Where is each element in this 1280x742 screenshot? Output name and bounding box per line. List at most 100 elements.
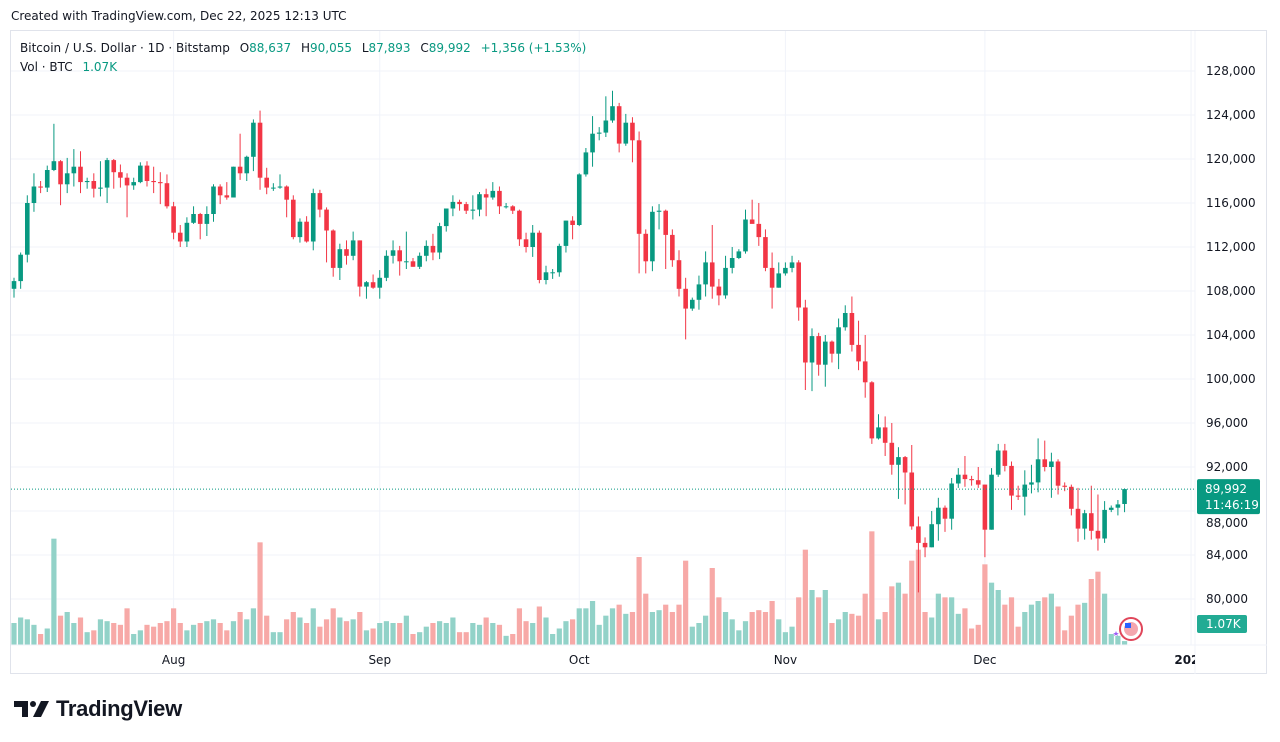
candle-body <box>171 206 176 233</box>
candle-body <box>796 262 801 308</box>
price-tick-label: 128,000 <box>1206 64 1256 78</box>
us-flag-event-icon[interactable] <box>1113 617 1143 641</box>
candle-body <box>397 250 402 262</box>
volume-bar <box>895 582 902 645</box>
volume-bar <box>104 621 110 645</box>
candle-body <box>656 210 662 212</box>
candle-body <box>909 472 915 527</box>
candle-down <box>769 252 775 309</box>
volume-bar <box>1055 606 1061 645</box>
candle-body <box>38 186 43 188</box>
volume-bar <box>337 617 343 645</box>
candle-body <box>537 232 542 280</box>
candle-up <box>64 157 70 194</box>
candle-down <box>796 260 801 321</box>
candle-down <box>410 258 416 267</box>
volume-bar <box>802 549 808 645</box>
candle-body <box>743 219 748 252</box>
candle-body <box>1015 495 1021 497</box>
candle-up <box>18 252 23 289</box>
candle-body <box>71 166 77 174</box>
volume-bar <box>450 617 456 645</box>
volume-bar <box>1002 604 1008 645</box>
candle-up <box>51 123 57 172</box>
candle-body <box>663 210 668 235</box>
candle-body <box>310 193 316 242</box>
candle-body <box>623 122 629 144</box>
candle-up <box>490 182 496 200</box>
candle-body <box>1122 489 1127 504</box>
candle-down <box>856 320 861 371</box>
candle-body <box>1049 461 1054 467</box>
candle-body <box>503 206 509 208</box>
candle-body <box>463 204 469 211</box>
volume-label[interactable]: Vol · BTC <box>20 60 73 74</box>
candle-up <box>417 252 422 269</box>
candle-down <box>370 274 376 289</box>
volume-tag: 1.07K <box>1197 615 1247 633</box>
volume-bar <box>410 634 416 645</box>
candle-body <box>330 230 336 268</box>
price-axis[interactable]: 128,000 124,000 120,000 116,000 112,000 108,0… <box>1206 64 1256 606</box>
volume-bar <box>330 608 336 645</box>
volume-bar <box>796 597 802 645</box>
candle-up <box>204 206 210 236</box>
volume-bar <box>563 621 569 645</box>
time-tick-label: Dec <box>973 653 996 667</box>
candle-body <box>716 286 722 296</box>
price-tick-label: 120,000 <box>1206 152 1256 166</box>
candle-body <box>583 152 589 175</box>
volume-bar <box>84 632 90 645</box>
candle-body <box>111 160 117 173</box>
candle-down <box>523 232 529 253</box>
volume-bar <box>729 619 735 645</box>
candle-up <box>723 255 728 299</box>
candle-up <box>603 96 609 137</box>
volume-bar <box>290 612 296 645</box>
price-tick-label: 112,000 <box>1206 240 1256 254</box>
volume-bar <box>430 623 436 645</box>
candle-body <box>989 474 994 530</box>
volume-bar <box>849 613 855 645</box>
candle-down <box>1062 482 1067 492</box>
candle-up <box>437 222 442 260</box>
candle-body <box>344 249 349 256</box>
candle-body <box>1082 513 1087 529</box>
candle-body <box>557 245 562 273</box>
candle-body <box>1102 509 1107 539</box>
volume-bar <box>417 632 423 645</box>
candle-body <box>517 210 522 240</box>
volume-bar <box>882 612 888 645</box>
legend-symbol-row: Bitcoin / U.S. Dollar · 1D · Bitstamp O8… <box>20 39 586 58</box>
candle-body <box>610 106 615 121</box>
price-tick-label: 96,000 <box>1206 416 1248 430</box>
symbol-title[interactable]: Bitcoin / U.S. Dollar · 1D · Bitstamp <box>20 41 230 55</box>
candle-body <box>849 313 855 345</box>
chart-legend: Bitcoin / U.S. Dollar · 1D · Bitstamp O8… <box>20 39 586 77</box>
candle-body <box>450 201 456 209</box>
volume-bar <box>77 617 84 645</box>
candle-body <box>457 201 462 205</box>
candle-body <box>949 483 954 519</box>
candle-body <box>783 267 788 274</box>
candle-body <box>1115 504 1121 508</box>
candle-body <box>25 203 30 255</box>
volume-bar <box>982 564 988 645</box>
candle-down <box>430 233 436 261</box>
time-axis[interactable]: Aug Sep Oct Nov Dec 2026 <box>162 653 1208 667</box>
candle-down <box>862 335 868 398</box>
candle-down <box>537 230 542 284</box>
tradingview-logo[interactable]: TradingView <box>14 696 182 722</box>
candle-body <box>197 214 203 224</box>
candle-body <box>217 186 223 196</box>
candle-up <box>404 231 409 269</box>
volume-bar <box>676 604 682 645</box>
candle-up <box>231 166 236 198</box>
candle-up <box>1115 500 1121 516</box>
candle-body <box>357 240 363 287</box>
change-value: +1,356 (+1.53%) <box>480 41 587 55</box>
candle-down <box>111 159 117 189</box>
volume-bar <box>842 612 848 645</box>
volume-bar <box>111 623 117 645</box>
